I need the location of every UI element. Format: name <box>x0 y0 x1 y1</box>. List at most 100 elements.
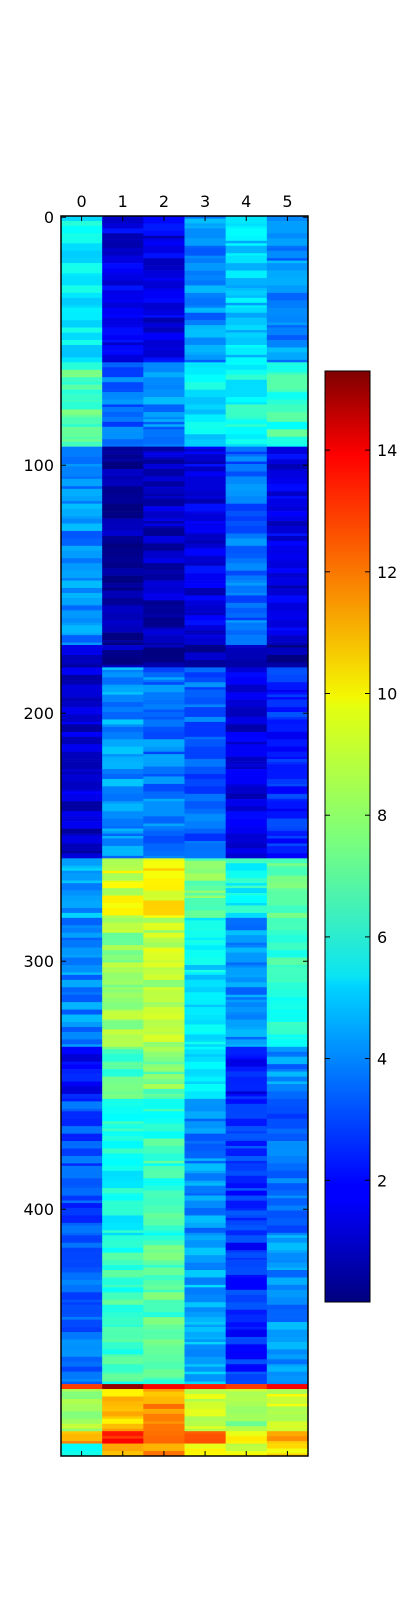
heatmap-cell <box>143 692 185 700</box>
heatmap-cell <box>225 783 268 787</box>
heatmap-cell <box>266 1349 309 1355</box>
heatmap-cell <box>143 253 185 259</box>
heatmap-cell <box>184 439 226 447</box>
heatmap-cell <box>143 573 185 581</box>
heatmap-cell <box>266 263 309 271</box>
heatmap-cell <box>266 630 309 636</box>
heatmap-cell <box>266 1148 309 1157</box>
heatmap-cell <box>184 729 226 738</box>
heatmap-cell <box>61 439 103 442</box>
heatmap-cell <box>61 731 103 738</box>
heatmap-cell <box>225 332 268 338</box>
heatmap-cell <box>184 774 226 780</box>
heatmap-cell <box>102 1324 144 1328</box>
heatmap-cell <box>61 821 103 829</box>
heatmap-cell <box>102 1061 144 1070</box>
heatmap-cell <box>143 1260 185 1263</box>
heatmap-cell <box>266 811 309 819</box>
heatmap-cell <box>61 399 103 403</box>
heatmap-cell <box>184 275 226 281</box>
heatmap-cell <box>61 250 103 259</box>
heatmap-cell <box>102 344 144 351</box>
heatmap-cell <box>266 890 309 899</box>
heatmap-cell <box>61 285 103 294</box>
heatmap-cell <box>184 751 226 760</box>
heatmap-cell <box>266 746 309 752</box>
heatmap-cell <box>61 751 103 760</box>
heatmap-cell <box>143 868 185 872</box>
heatmap-cell <box>266 1064 309 1070</box>
heatmap-cell <box>61 1138 103 1142</box>
heatmap-cell <box>184 270 226 276</box>
heatmap-cell <box>225 364 268 371</box>
y-tick-label: 300 <box>23 952 54 971</box>
heatmap-cell <box>266 1237 309 1244</box>
heatmap-cell <box>266 1252 309 1261</box>
heatmap-cell <box>143 1096 185 1100</box>
heatmap-cell <box>61 263 103 266</box>
heatmap-cell <box>225 1431 268 1437</box>
heatmap-cell <box>102 1339 144 1343</box>
heatmap-cell <box>184 471 226 477</box>
heatmap-cell <box>61 282 103 286</box>
heatmap-cell <box>61 883 103 891</box>
heatmap-cell <box>184 354 226 361</box>
heatmap-cell <box>143 1056 185 1062</box>
heatmap-cell <box>102 1141 144 1149</box>
heatmap-cell <box>225 625 268 631</box>
heatmap-cell <box>102 1252 144 1261</box>
heatmap-cell <box>266 540 309 547</box>
heatmap-cell <box>61 689 103 698</box>
heatmap-cell <box>143 828 185 832</box>
heatmap-cell <box>143 716 185 720</box>
heatmap-cell <box>184 496 226 500</box>
heatmap-cell <box>225 444 268 447</box>
heatmap-cell <box>143 238 185 242</box>
heatmap-cell <box>102 511 144 519</box>
heatmap-cell <box>102 545 144 549</box>
heatmap-cell <box>225 652 268 661</box>
heatmap-cell <box>61 486 103 490</box>
heatmap-cell <box>143 1205 185 1214</box>
heatmap-cell <box>184 1044 226 1048</box>
heatmap-cell <box>102 1354 144 1358</box>
heatmap-cell <box>225 1054 268 1058</box>
heatmap-cell <box>143 1245 185 1251</box>
colorbar-tick-label: 4 <box>377 1050 387 1069</box>
heatmap-cell <box>143 1071 185 1075</box>
heatmap-cell <box>61 1304 103 1310</box>
heatmap-cell <box>102 354 144 361</box>
heatmap-cell <box>102 1431 144 1437</box>
heatmap-cell <box>61 932 103 938</box>
heatmap-cell <box>143 1165 185 1172</box>
heatmap-cell <box>266 578 309 586</box>
heatmap-cell <box>184 389 226 398</box>
heatmap-cell <box>102 930 144 934</box>
heatmap-cell <box>184 1428 226 1432</box>
heatmap-cell <box>61 632 103 636</box>
heatmap-cell <box>61 1441 103 1444</box>
heatmap-cell <box>225 1309 268 1315</box>
heatmap-cell <box>102 1022 144 1030</box>
heatmap-cell <box>102 645 144 651</box>
heatmap-cell <box>143 843 185 852</box>
heatmap-cell <box>184 563 226 566</box>
heatmap-cell <box>184 285 226 294</box>
heatmap-cell <box>61 1443 103 1452</box>
heatmap-cell <box>61 853 103 859</box>
heatmap-cell <box>225 595 268 604</box>
heatmap-cell <box>266 468 309 472</box>
heatmap-cell <box>225 1056 268 1060</box>
heatmap-cell <box>143 677 185 681</box>
heatmap-cell <box>102 992 144 996</box>
heatmap-cell <box>225 1188 268 1191</box>
heatmap-cell <box>102 838 144 847</box>
heatmap-cell <box>61 265 103 274</box>
heatmap-cell <box>266 1309 309 1318</box>
heatmap-cell <box>143 731 185 740</box>
heatmap-cell <box>266 1051 309 1055</box>
heatmap-cell <box>143 1339 185 1343</box>
heatmap-cell <box>266 868 309 874</box>
heatmap-cell <box>266 1163 309 1172</box>
